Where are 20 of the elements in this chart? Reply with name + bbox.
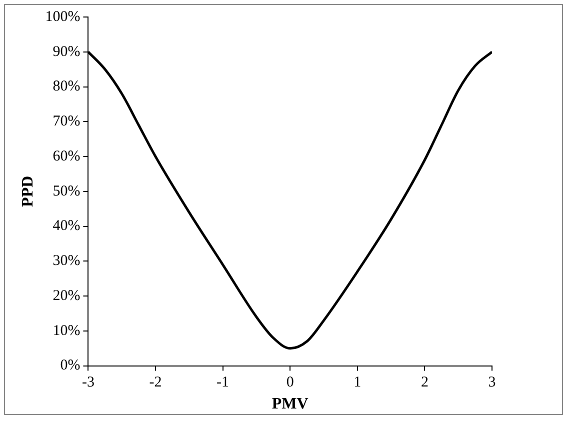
y-tick-label: 60% — [52, 148, 80, 164]
y-tick-label: 30% — [52, 253, 80, 270]
x-tick-label: 2 — [420, 374, 428, 391]
y-axis-title: PPD — [20, 176, 37, 207]
y-tick-label: 90% — [52, 44, 80, 60]
y-tick-label: 0% — [60, 358, 80, 374]
y-tick-label: 40% — [52, 218, 80, 234]
y-tick-label: 10% — [52, 322, 80, 339]
x-tick-label: 3 — [488, 374, 496, 391]
x-tick-label: 1 — [354, 374, 362, 391]
x-tick-label: 0 — [286, 374, 294, 391]
y-tick-label: 100% — [45, 8, 80, 25]
y-tick-label: 50% — [52, 183, 80, 200]
x-axis-title: PMV — [272, 396, 309, 413]
x-tick-label: -1 — [216, 374, 230, 391]
y-tick-label: 70% — [52, 114, 80, 130]
y-tick-label: 80% — [52, 78, 80, 95]
y-tick-label: 20% — [52, 288, 80, 304]
x-tick-label: -2 — [149, 374, 162, 391]
x-tick-label: -3 — [82, 374, 94, 391]
